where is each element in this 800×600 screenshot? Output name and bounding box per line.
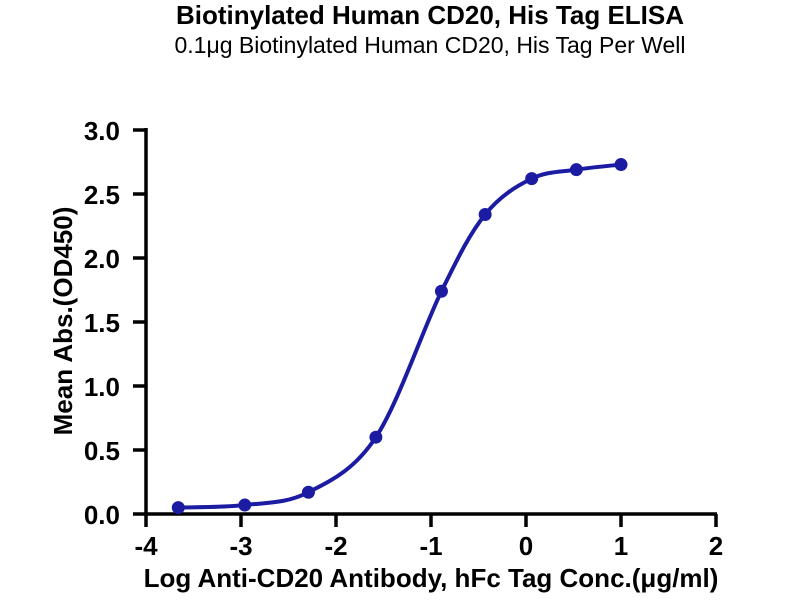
y-tick-label: 0.0 <box>84 500 120 530</box>
x-axis-title: Log Anti-CD20 Antibody, hFc Tag Conc.(μg… <box>144 563 719 593</box>
data-point <box>301 485 315 499</box>
axis-ticks <box>133 128 718 527</box>
data-point <box>171 501 185 515</box>
y-tick-label: 0.5 <box>84 436 120 466</box>
data-point <box>525 172 539 186</box>
data-point <box>614 158 628 172</box>
axis-tick-labels: -4 -3 -2 -1 0 1 2 0.0 0.5 1.0 1.5 2.0 2.5 3.0 <box>84 116 723 561</box>
x-tick-label: -4 <box>134 531 158 561</box>
y-tick-label: 2.5 <box>84 180 120 210</box>
x-tick-label: 1 <box>614 531 628 561</box>
y-tick-label: 2.0 <box>84 244 120 274</box>
axes <box>144 128 717 516</box>
data-point <box>569 163 583 177</box>
chart-title: Biotinylated Human CD20, His Tag ELISA <box>176 0 684 30</box>
data-point <box>369 430 383 444</box>
y-tick-label: 1.5 <box>84 308 120 338</box>
dose-response-curve <box>176 162 623 510</box>
axis-line <box>144 128 717 516</box>
data-point <box>434 284 448 298</box>
x-tick-label: -3 <box>229 531 252 561</box>
x-tick-label: 0 <box>519 531 533 561</box>
chart-subtitle: 0.1μg Biotinylated Human CD20, His Tag P… <box>175 32 686 58</box>
x-tick-label: -1 <box>419 531 442 561</box>
data-point <box>238 498 252 512</box>
y-axis-title: Mean Abs.(OD450) <box>48 207 78 436</box>
data-series <box>171 158 628 515</box>
y-tick-label: 3.0 <box>84 116 120 146</box>
y-tick-label: 1.0 <box>84 372 120 402</box>
data-point <box>478 207 492 221</box>
x-tick-label: -2 <box>324 531 347 561</box>
x-tick-label: 2 <box>709 531 723 561</box>
